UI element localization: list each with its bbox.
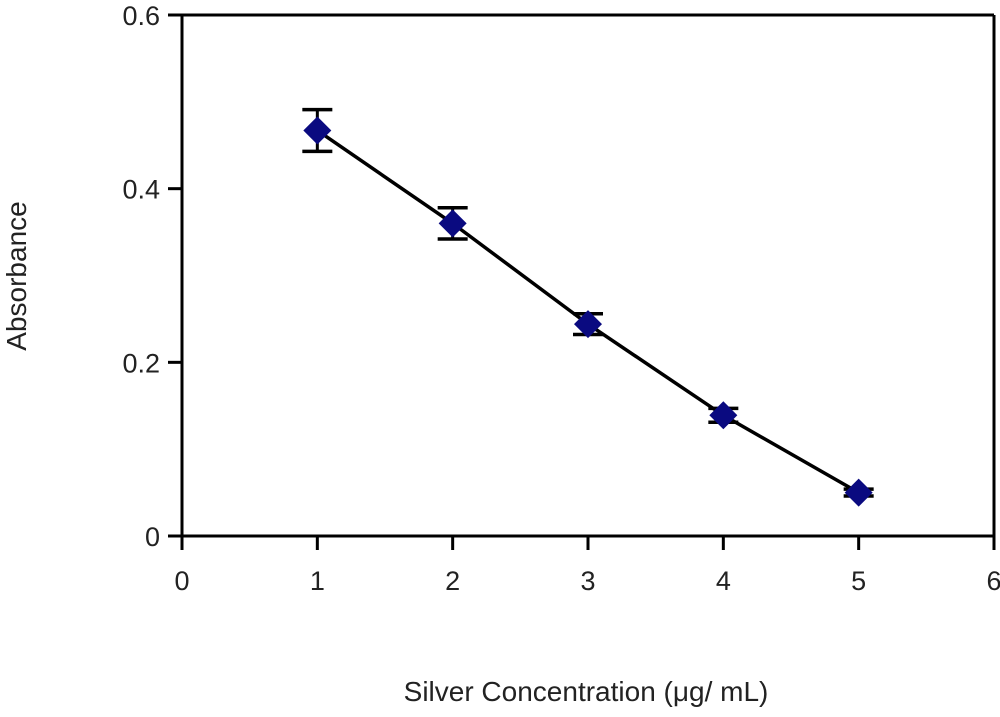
y-tick-label: 0.4 (122, 175, 160, 205)
data-point-diamond (844, 478, 873, 507)
x-axis-title: Silver Concentration (μg/ mL) (404, 676, 769, 707)
y-axis-ticks: 0 0.2 0.4 0.6 (122, 1, 182, 552)
x-tick-label: 6 (986, 566, 1000, 596)
x-tick-label: 5 (851, 566, 866, 596)
error-bars (302, 107, 874, 498)
y-tick-label: 0.2 (122, 348, 160, 378)
data-markers (303, 116, 873, 507)
x-tick-label: 2 (445, 566, 460, 596)
y-tick-label: 0 (145, 522, 160, 552)
data-point-diamond (574, 310, 602, 339)
x-tick-label: 3 (580, 566, 595, 596)
x-axis-ticks: 0 1 2 3 4 5 6 (174, 536, 1000, 596)
plot-area (180, 13, 996, 538)
y-axis-title: Absorbance (1, 201, 32, 350)
y-tick-label: 0.6 (122, 1, 160, 31)
data-point-diamond (438, 209, 467, 238)
x-tick-label: 0 (174, 566, 189, 596)
data-point-diamond (709, 401, 738, 430)
data-point-diamond (303, 116, 332, 145)
x-tick-label: 4 (716, 566, 731, 596)
x-tick-label: 1 (310, 566, 325, 596)
